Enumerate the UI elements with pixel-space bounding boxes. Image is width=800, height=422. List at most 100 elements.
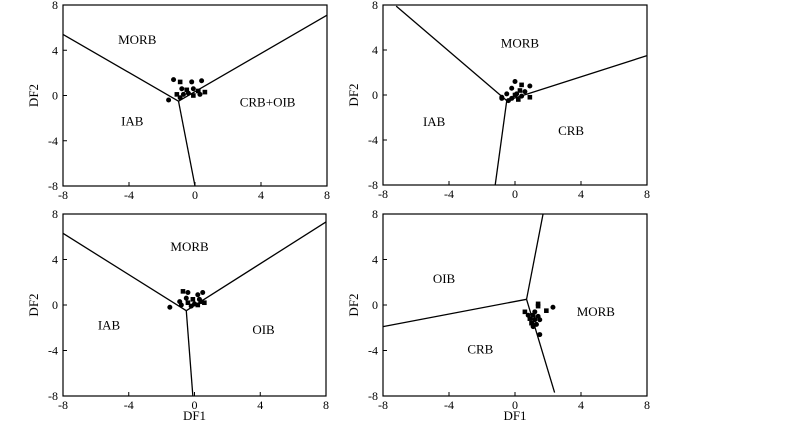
sample-point-square bbox=[544, 308, 549, 313]
y-tick-label: 4 bbox=[52, 43, 58, 57]
x-tick-label: 4 bbox=[258, 188, 264, 202]
region-label-iab: IAB bbox=[98, 317, 121, 332]
sample-point-circle bbox=[185, 90, 191, 96]
sample-point-square bbox=[519, 82, 524, 88]
field-boundary-line bbox=[62, 33, 179, 102]
sample-point-square bbox=[535, 303, 541, 309]
sample-point-square bbox=[529, 320, 534, 326]
field-boundary-line bbox=[185, 310, 194, 397]
y-tick-label: 0 bbox=[52, 298, 58, 312]
y-tick-label: -8 bbox=[368, 178, 378, 192]
x-tick-label: 8 bbox=[644, 398, 650, 412]
sample-point-circle bbox=[550, 304, 556, 310]
x-tick-label: 0 bbox=[192, 398, 198, 412]
sample-point-circle bbox=[190, 86, 196, 92]
x-axis-label: DF1 bbox=[183, 408, 206, 422]
sample-point-circle bbox=[183, 295, 189, 301]
sample-point-circle bbox=[199, 78, 205, 84]
x-tick-label: 4 bbox=[257, 398, 263, 412]
x-tick-label: 4 bbox=[578, 398, 584, 412]
y-tick-label: 0 bbox=[372, 88, 378, 102]
y-tick-label: 8 bbox=[52, 0, 58, 12]
x-tick-label: 8 bbox=[324, 188, 330, 202]
y-tick-label: -8 bbox=[48, 179, 58, 193]
sample-point-square bbox=[184, 87, 190, 93]
region-label-crb: CRB bbox=[558, 123, 584, 138]
y-axis-label: DF2 bbox=[346, 293, 361, 316]
sample-point-circle bbox=[509, 85, 515, 91]
diagram-panel-1: -8 -4 0 4 8 8 4 0 -4 -8 DF2 MORB IAB CRB+OIB bbox=[26, 0, 330, 202]
sample-point-square bbox=[196, 88, 201, 94]
sample-point-circle bbox=[537, 317, 543, 323]
y-tick-label: -8 bbox=[48, 389, 58, 403]
field-boundary-line bbox=[506, 55, 648, 102]
field-boundary-line bbox=[185, 221, 327, 312]
sample-point-square bbox=[191, 93, 196, 98]
region-label-oib: OIB bbox=[252, 322, 275, 337]
y-axis-label: DF2 bbox=[26, 84, 41, 107]
x-tick-label: 4 bbox=[578, 187, 584, 201]
sample-point-square bbox=[190, 297, 196, 302]
x-tick-label: -8 bbox=[58, 188, 68, 202]
x-tick-label: 0 bbox=[512, 398, 518, 412]
sample-point-square bbox=[177, 79, 183, 85]
sample-point-circle bbox=[522, 89, 528, 95]
sample-point-circle bbox=[171, 77, 177, 83]
x-tick-label: -8 bbox=[378, 398, 388, 412]
region-label-crb-oib: CRB+OIB bbox=[240, 94, 296, 109]
y-tick-label: 0 bbox=[52, 89, 58, 103]
y-tick-label: 8 bbox=[52, 207, 58, 221]
sample-point-circle bbox=[195, 292, 201, 298]
sample-point-square bbox=[174, 92, 180, 97]
sample-point-circle bbox=[178, 302, 184, 308]
x-tick-label: 0 bbox=[512, 187, 518, 201]
sample-point-circle bbox=[197, 91, 203, 97]
field-boundary-line bbox=[525, 299, 556, 393]
y-axis-label: DF2 bbox=[26, 293, 41, 316]
region-label-morb: MORB bbox=[501, 35, 540, 50]
sample-point-square bbox=[202, 300, 207, 306]
sample-point-circle bbox=[505, 98, 511, 104]
sample-point-square bbox=[180, 289, 186, 294]
region-label-iab: IAB bbox=[121, 114, 144, 129]
sample-point-circle bbox=[188, 303, 194, 309]
y-tick-label: -4 bbox=[48, 134, 58, 148]
sample-point-circle bbox=[504, 91, 510, 97]
sample-point-square bbox=[202, 89, 208, 95]
diagram-panel-3: -8 -4 0 4 8 8 4 0 -4 -8 DF2 DF1 MORB IAB OIB bbox=[26, 207, 329, 422]
x-tick-label: -4 bbox=[444, 398, 454, 412]
region-label-iab: IAB bbox=[423, 114, 446, 129]
region-label-morb: MORB bbox=[577, 304, 616, 319]
sample-point-circle bbox=[530, 324, 536, 330]
region-label-crb: CRB bbox=[467, 341, 493, 356]
sample-point-square bbox=[527, 94, 533, 100]
sample-point-circle bbox=[179, 86, 185, 92]
field-boundary-line bbox=[395, 5, 508, 102]
field-boundary-line bbox=[178, 14, 328, 102]
sample-point-circle bbox=[189, 79, 195, 85]
sample-point-circle bbox=[514, 91, 520, 97]
field-boundary-line bbox=[382, 298, 527, 328]
y-tick-label: 4 bbox=[52, 253, 58, 267]
y-axis-label: DF2 bbox=[346, 83, 361, 106]
sample-point-circle bbox=[198, 299, 204, 305]
sample-point-circle bbox=[166, 97, 172, 103]
sample-point-circle bbox=[167, 304, 173, 310]
sample-point-circle bbox=[512, 79, 518, 84]
sample-point-circle bbox=[180, 91, 186, 97]
y-tick-label: 4 bbox=[372, 43, 378, 57]
sample-point-circle bbox=[177, 95, 183, 101]
y-tick-label: -8 bbox=[368, 389, 378, 403]
sample-point-square bbox=[195, 302, 201, 308]
sample-point-square bbox=[516, 97, 521, 102]
diagram-panel-4: -8 -4 0 4 8 8 4 0 -4 -8 DF2 DF1 OIB MORB CRB bbox=[346, 207, 650, 422]
x-tick-label: 8 bbox=[644, 187, 650, 201]
sample-point-square bbox=[522, 309, 528, 315]
y-tick-label: -4 bbox=[368, 133, 378, 147]
diagram-panel-2: -8 -4 0 4 8 8 4 0 -4 -8 DF2 MORB IAB CRB bbox=[346, 0, 650, 201]
y-tick-label: -4 bbox=[48, 344, 58, 358]
y-tick-label: 4 bbox=[372, 253, 378, 267]
x-axis-label: DF1 bbox=[503, 408, 526, 422]
region-label-morb: MORB bbox=[118, 32, 157, 47]
